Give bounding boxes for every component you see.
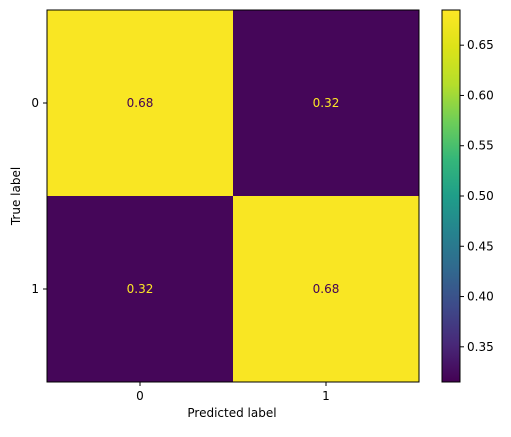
x-tick-label-1: 1 [322,389,330,403]
colorbar-ticks: 0.35 0.40 0.45 0.50 0.55 0.60 0.65 [460,38,494,354]
heatmap-cells [47,10,419,382]
colorbar-gradient [442,10,460,382]
heatmap-cell-1-0 [47,196,233,382]
cell-label-1-1: 0.68 [313,282,340,296]
y-tick-label-1: 1 [31,282,39,296]
x-tick-label-0: 0 [136,389,144,403]
cell-value-labels: 0.68 0.32 0.32 0.68 [127,96,340,296]
heatmap-cell-0-1 [233,10,419,196]
colorbar-tick-label-3: 0.50 [467,189,494,203]
heatmap-cell-1-1 [233,196,419,382]
cell-label-0-1: 0.32 [313,96,340,110]
colorbar-tick-label-2: 0.45 [467,239,494,253]
colorbar-tick-label-4: 0.55 [467,139,494,153]
colorbar: 0.35 0.40 0.45 0.50 0.55 0.60 0.65 [441,9,494,383]
x-axis-label: Predicted label [187,406,276,420]
cell-label-0-0: 0.68 [127,96,154,110]
plot-frame [46,9,420,383]
y-axis-label: True label [9,167,23,226]
heatmap-cell-0-0 [47,10,233,196]
colorbar-tick-label-6: 0.65 [467,38,494,52]
cell-label-1-0: 0.32 [127,282,154,296]
y-axis: 01 [31,96,47,296]
colorbar-tick-label-1: 0.40 [467,290,494,304]
y-tick-label-0: 0 [31,96,39,110]
colorbar-tick-label-0: 0.35 [467,340,494,354]
colorbar-tick-label-5: 0.60 [467,88,494,102]
